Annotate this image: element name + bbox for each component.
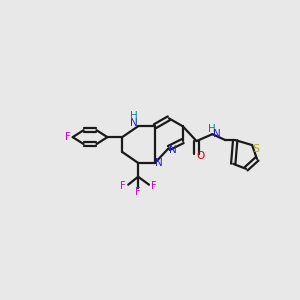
Text: N: N <box>214 129 221 139</box>
Text: H: H <box>130 111 138 121</box>
Text: N: N <box>130 118 138 128</box>
Text: N: N <box>169 145 177 155</box>
Text: O: O <box>196 151 205 161</box>
Text: F: F <box>151 181 157 191</box>
Text: F: F <box>120 181 126 191</box>
Text: F: F <box>65 132 71 142</box>
Text: H: H <box>208 124 215 134</box>
Text: N: N <box>155 158 163 168</box>
Text: S: S <box>252 144 260 154</box>
Text: F: F <box>135 187 141 196</box>
